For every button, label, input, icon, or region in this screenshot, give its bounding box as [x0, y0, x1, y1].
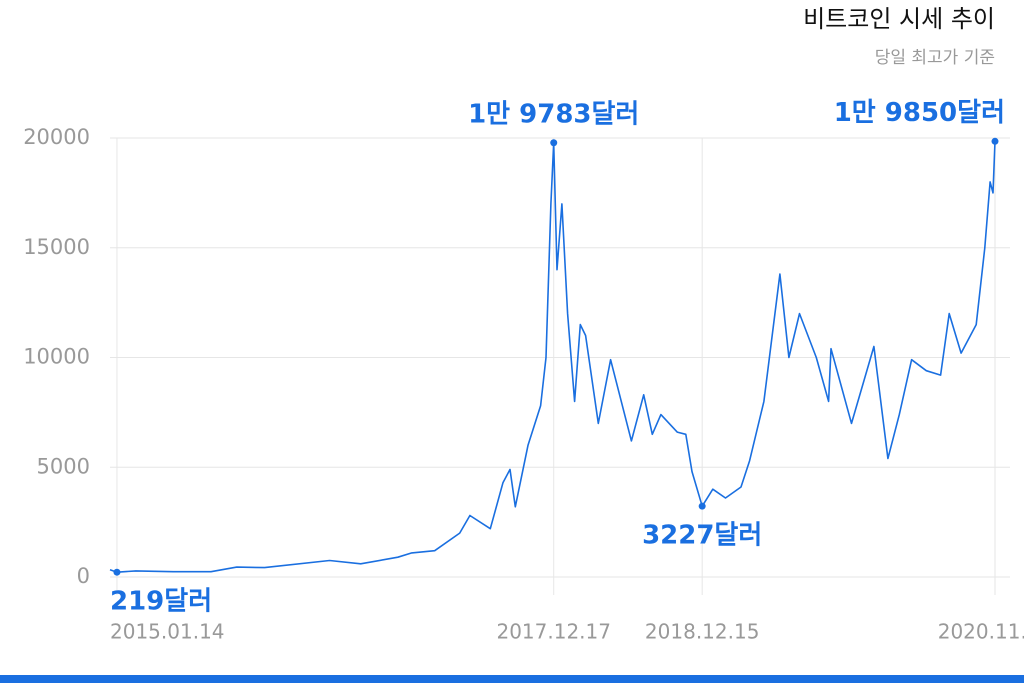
annotation-label: 3227달러	[642, 521, 762, 551]
annotation-marker	[991, 137, 999, 145]
annotation-marker	[113, 568, 121, 576]
y-tick-label: 0	[77, 564, 90, 588]
y-tick-label: 15000	[23, 235, 90, 259]
annotation-label: 219달러	[110, 587, 212, 617]
x-tick-label: 2015.01.14	[110, 620, 225, 644]
y-tick-label: 5000	[37, 454, 90, 478]
price-line	[109, 141, 996, 573]
annotation-label: 1만 9850달러	[834, 98, 1005, 128]
x-tick-label: 2018.12.15	[645, 620, 760, 644]
x-tick-label: 2017.12.17	[496, 620, 611, 644]
y-tick-label: 10000	[23, 345, 90, 369]
bottom-bar	[0, 675, 1024, 683]
x-tick-label: 2020.11.30	[938, 620, 1024, 644]
chart-subtitle: 당일 최고가 기준	[875, 48, 995, 68]
annotation-label: 1만 9783달러	[468, 99, 639, 129]
chart-title: 비트코인 시세 추이	[803, 5, 995, 33]
annotation-marker	[698, 502, 706, 510]
y-tick-label: 20000	[23, 125, 90, 149]
annotation-marker	[550, 139, 558, 147]
